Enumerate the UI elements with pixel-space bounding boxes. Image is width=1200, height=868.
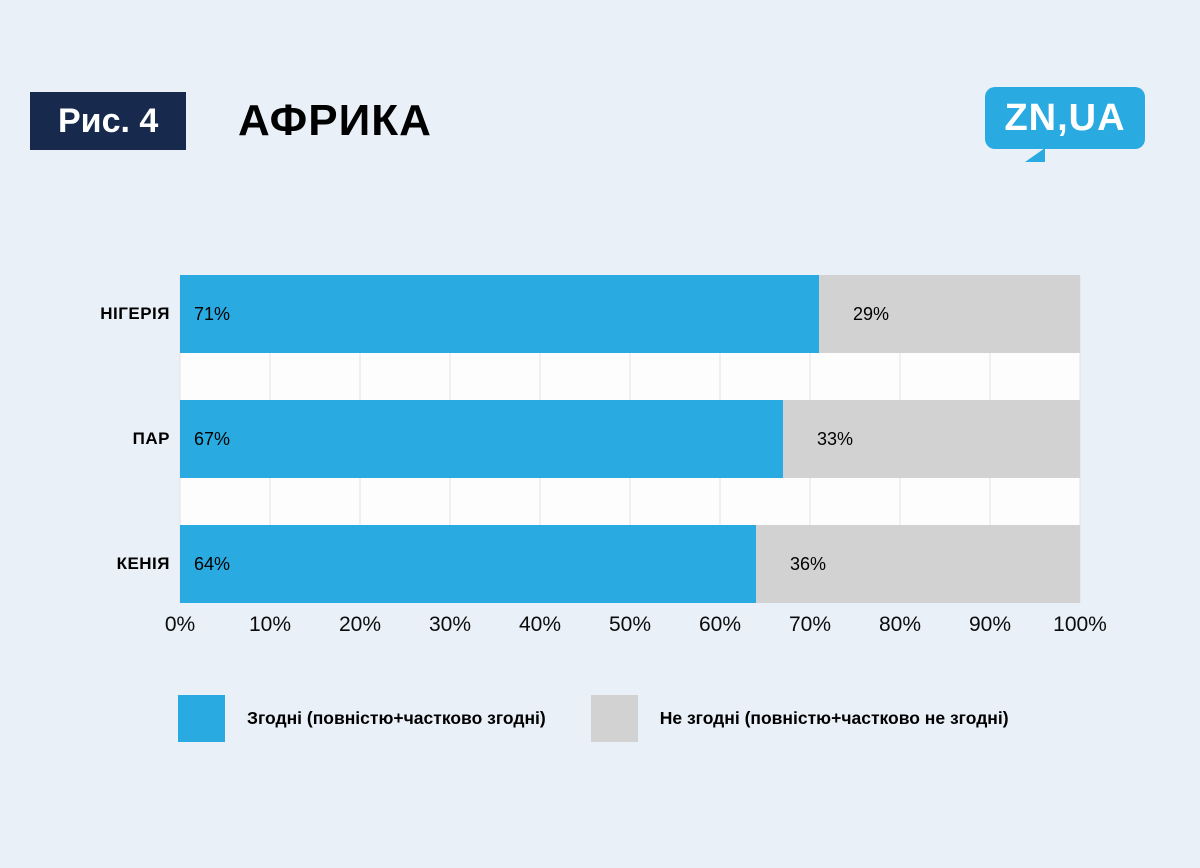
x-axis: 0% 10% 20% 30% 40% 50% 60% 70% 80% 90% 100% <box>165 613 1107 647</box>
logo-speech-tail-icon <box>1025 148 1045 162</box>
bar-segment-agree: 71% <box>180 275 819 353</box>
bar-segment-agree: 67% <box>180 400 783 478</box>
axis-tick-label: 70% <box>788 613 832 636</box>
bar-track: 64% 36% <box>180 525 1080 603</box>
category-label: НІГЕРІЯ <box>100 304 170 323</box>
figure-number-label: Рис. 4 <box>58 101 159 140</box>
zn-ua-logo-text: ZN,UA <box>1004 96 1126 139</box>
legend-label-agree: Згодні (повністю+частково згодні) <box>247 708 546 728</box>
legend-swatch-disagree <box>590 695 638 742</box>
bar-segment-disagree: 36% <box>756 525 1080 603</box>
page-title: АФРИКА <box>238 92 432 150</box>
bar-value-label: 29% <box>853 303 890 324</box>
category-label: ПАР <box>132 429 170 448</box>
bar-track: 71% 29% <box>180 275 1080 353</box>
legend-item-agree: Згодні (повністю+частково згодні) <box>178 695 546 742</box>
bar-value-label: 71% <box>194 303 231 324</box>
axis-tick-label: 20% <box>338 613 382 636</box>
axis-tick-label: 100% <box>1053 613 1107 636</box>
bar-value-label: 67% <box>194 428 231 449</box>
bar-track: 67% 33% <box>180 400 1080 478</box>
axis-tick-label: 30% <box>428 613 472 636</box>
axis-tick-label: 40% <box>518 613 562 636</box>
legend: Згодні (повністю+частково згодні) Не зго… <box>178 695 1168 742</box>
axis-tick-label: 90% <box>968 613 1012 636</box>
legend-swatch-agree <box>178 695 225 742</box>
chart-rows: НІГЕРІЯ 71% 29% ПАР 67% 33% КЕНІЯ 64% 36% <box>0 275 1080 603</box>
bar-segment-disagree: 33% <box>783 400 1080 478</box>
axis-tick-label: 0% <box>164 613 196 636</box>
category-label: КЕНІЯ <box>116 554 170 573</box>
axis-tick-label: 60% <box>698 613 742 636</box>
stacked-bar-chart: НІГЕРІЯ 71% 29% ПАР 67% 33% КЕНІЯ 64% 36% <box>0 275 1082 603</box>
chart-row: КЕНІЯ 64% 36% <box>0 525 1080 603</box>
axis-tick-label: 50% <box>608 613 652 636</box>
chart-row: НІГЕРІЯ 71% 29% <box>0 275 1080 353</box>
legend-item-disagree: Не згодні (повністю+частково не згодні) <box>590 695 1009 742</box>
bar-value-label: 64% <box>194 553 231 574</box>
axis-tick-label: 80% <box>878 613 922 636</box>
bar-segment-agree: 64% <box>180 525 756 603</box>
gridline <box>1079 275 1081 603</box>
bar-segment-disagree: 29% <box>819 275 1080 353</box>
axis-tick-label: 10% <box>248 613 292 636</box>
bar-value-label: 33% <box>817 428 854 449</box>
zn-ua-logo: ZN,UA <box>985 87 1145 162</box>
legend-label-disagree: Не згодні (повністю+частково не згодні) <box>659 708 1009 728</box>
page-title-text: АФРИКА <box>238 96 432 145</box>
figure-number-badge: Рис. 4 <box>30 92 187 150</box>
chart-row: ПАР 67% 33% <box>0 400 1080 478</box>
bar-value-label: 36% <box>790 553 827 574</box>
